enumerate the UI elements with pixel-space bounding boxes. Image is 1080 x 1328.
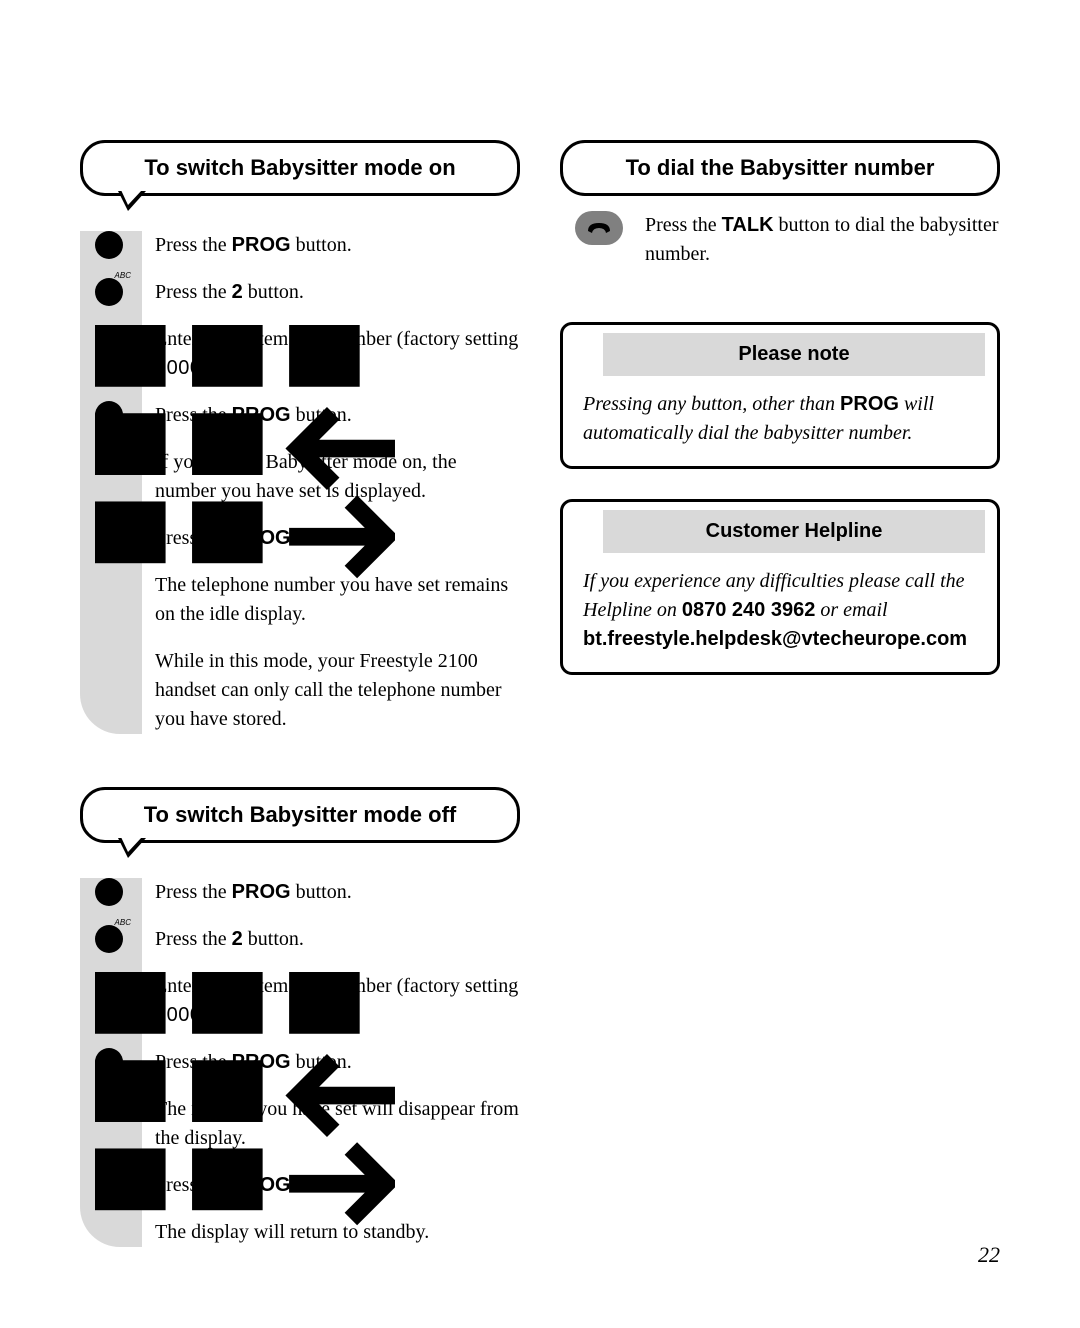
step-text: Press the 2 button. bbox=[155, 928, 304, 950]
step-text: Press the PROG button. bbox=[155, 1051, 352, 1073]
steps-on: Press the PROG button. Press the 2 button… bbox=[80, 231, 520, 734]
header-title-dial: To dial the Babysitter number bbox=[583, 155, 977, 181]
header-box-dial: To dial the Babysitter number bbox=[560, 140, 1000, 196]
dot-abc-icon bbox=[95, 278, 123, 306]
dot-abc-icon bbox=[95, 925, 123, 953]
section-dial: To dial the Babysitter number Press the … bbox=[560, 140, 1000, 287]
step-text: If you switch Babysitter mode on, the nu… bbox=[155, 451, 457, 502]
dot-icon bbox=[95, 231, 123, 259]
note-body: Pressing any button, other than PROG wil… bbox=[563, 376, 997, 466]
header-box-on: To switch Babysitter mode on bbox=[80, 140, 520, 196]
step: Press the 2 button. bbox=[155, 278, 520, 307]
step-text: Press the PROG button. bbox=[155, 404, 352, 426]
note-box: Please note Pressing any button, other t… bbox=[560, 322, 1000, 469]
note-bold: PROG bbox=[840, 393, 899, 415]
dot-icon bbox=[95, 1048, 123, 1076]
step: Enter the system PIN number (factory set… bbox=[155, 972, 520, 1030]
note-header: Please note bbox=[603, 333, 985, 376]
header-box-off: To switch Babysitter mode off bbox=[80, 787, 520, 843]
step-text: Press the PROG button. bbox=[155, 1174, 352, 1196]
helpline-header: Customer Helpline bbox=[603, 510, 985, 553]
step-text: Press the PROG button. bbox=[155, 234, 352, 256]
note-pre: Pressing any button, other than bbox=[583, 393, 840, 415]
section-switch-off: To switch Babysitter mode off Press the … bbox=[80, 787, 520, 1265]
step: Press the TALK button to dial the babysi… bbox=[645, 211, 1000, 269]
step: Press the PROG button. bbox=[155, 878, 520, 907]
step: The display will return to standby. bbox=[155, 1218, 520, 1247]
step: Enter the system PIN number (factory set… bbox=[155, 325, 520, 383]
step: Press the 2 button. bbox=[155, 925, 520, 954]
dot-icon bbox=[95, 524, 123, 552]
step: Press the PROG button. bbox=[155, 1048, 520, 1077]
step-text: Press the TALK button to dial the babysi… bbox=[645, 214, 998, 265]
page-columns: To switch Babysitter mode on Press the P… bbox=[80, 140, 1000, 1300]
talk-icon bbox=[575, 211, 623, 245]
step-text: The number you have set will disappear f… bbox=[155, 1098, 519, 1149]
helpline-mid: or email bbox=[815, 599, 887, 621]
right-column: To dial the Babysitter number Press the … bbox=[560, 140, 1000, 1300]
step: While in this mode, your Freestyle 2100 … bbox=[155, 647, 520, 734]
header-title-off: To switch Babysitter mode off bbox=[103, 802, 497, 828]
helpline-box: Customer Helpline If you experience any … bbox=[560, 499, 1000, 675]
step-text: Press the 2 button. bbox=[155, 281, 304, 303]
header-title-on: To switch Babysitter mode on bbox=[103, 155, 497, 181]
step: Press the PROG button. bbox=[155, 401, 520, 430]
helpline-body: If you experience any difficulties pleas… bbox=[563, 553, 997, 672]
dot-icon bbox=[95, 1171, 123, 1199]
steps-off: Press the PROG button. Press the 2 button… bbox=[80, 878, 520, 1247]
helpline-email: bt.freestyle.helpdesk@vtecheurope.com bbox=[583, 628, 967, 650]
step: Press the PROG button. bbox=[155, 231, 520, 260]
helpline-phone: 0870 240 3962 bbox=[682, 599, 815, 621]
left-column: To switch Babysitter mode on Press the P… bbox=[80, 140, 520, 1300]
step: The number you have set will disappear f… bbox=[155, 1095, 520, 1153]
step: Press the PROG button. bbox=[155, 1171, 520, 1200]
page-number: 22 bbox=[978, 1242, 1000, 1268]
step: The telephone number you have set remain… bbox=[155, 571, 520, 629]
dot-icon bbox=[95, 878, 123, 906]
step-text: The display will return to standby. bbox=[155, 1221, 429, 1243]
section-switch-on: To switch Babysitter mode on Press the P… bbox=[80, 140, 520, 752]
step-text: The telephone number you have set remain… bbox=[155, 574, 508, 625]
step-text: While in this mode, your Freestyle 2100 … bbox=[155, 650, 502, 730]
steps-dial: Press the TALK button to dial the babysi… bbox=[560, 211, 1000, 269]
dot-icon bbox=[95, 401, 123, 429]
step-text: Press the PROG button. bbox=[155, 881, 352, 903]
step-text: Press the PROG button. bbox=[155, 527, 352, 549]
step: Press the PROG button. bbox=[155, 524, 520, 553]
step: If you switch Babysitter mode on, the nu… bbox=[155, 448, 520, 506]
